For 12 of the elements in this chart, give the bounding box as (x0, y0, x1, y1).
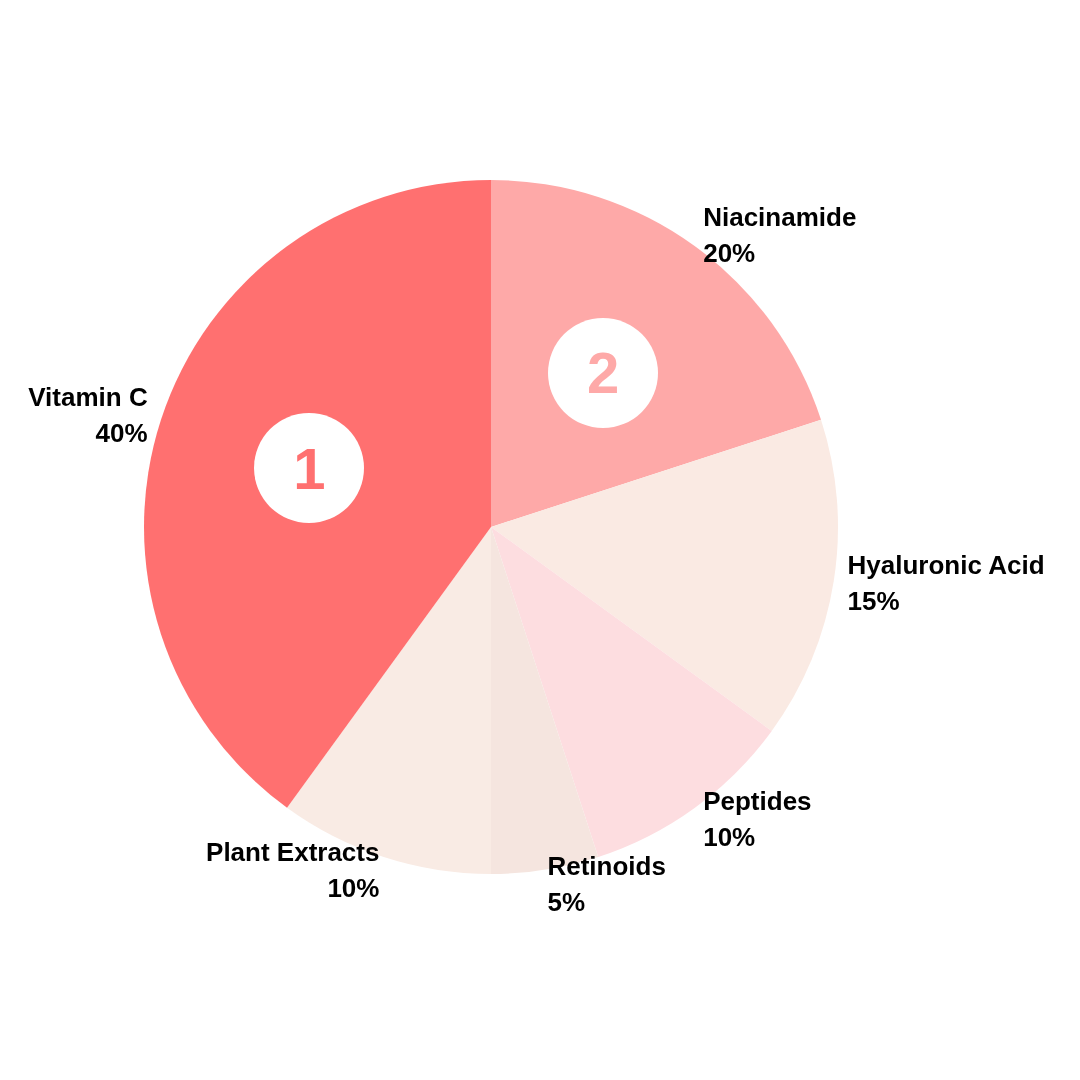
slice-label: Hyaluronic Acid (847, 550, 1045, 581)
slice-label: Vitamin C (28, 382, 148, 413)
slice-label: Niacinamide (703, 201, 857, 232)
data-label: 15% (847, 586, 900, 617)
data-label: 40% (95, 418, 148, 449)
data-label: 10% (327, 873, 380, 904)
slice-label: Plant Extracts (206, 837, 380, 868)
slice-label: Retinoids (547, 850, 666, 881)
data-label: 20% (703, 237, 756, 268)
data-label: 5% (547, 886, 586, 917)
slice-label: Peptides (703, 786, 812, 817)
data-label: 10% (703, 822, 756, 853)
